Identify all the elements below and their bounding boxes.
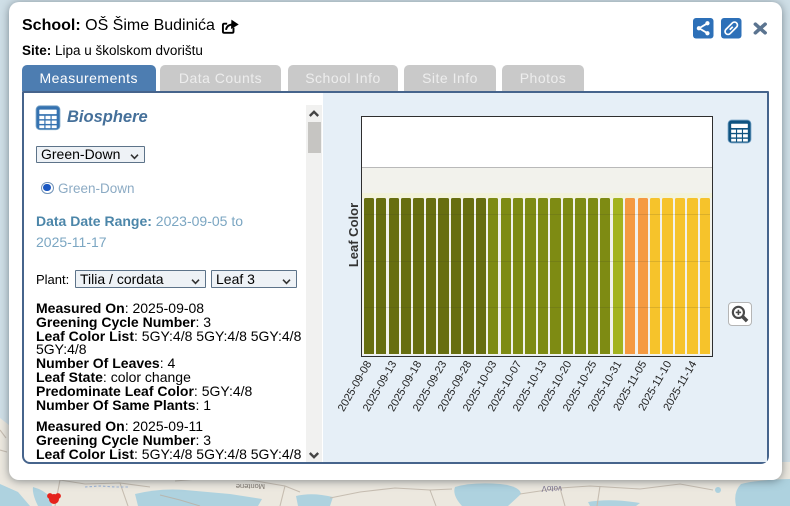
svg-text:Montene: Montene [236, 482, 265, 491]
svg-text:votoV: votoV [541, 484, 562, 493]
